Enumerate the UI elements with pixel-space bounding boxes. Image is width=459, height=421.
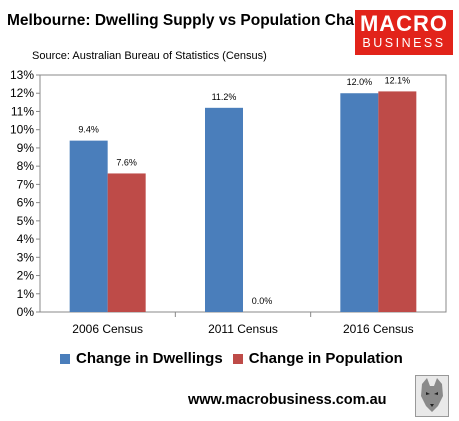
legend-label-population: Change in Population	[248, 350, 403, 367]
x-tick-label: 2016 Census	[343, 322, 414, 336]
data-label: 12.1%	[385, 75, 411, 85]
y-tick-label: 11%	[11, 104, 34, 118]
y-tick-label: 13%	[10, 68, 34, 82]
legend-swatch-population	[232, 353, 243, 364]
y-tick-label: 6%	[17, 196, 35, 210]
y-tick-label: 2%	[17, 269, 35, 283]
y-tick-label: 12%	[10, 86, 34, 100]
x-tick-label: 2011 Census	[208, 322, 278, 336]
y-tick-label: 3%	[17, 250, 35, 264]
wolf-icon	[415, 375, 449, 417]
y-tick-label: 1%	[17, 287, 35, 301]
bar-dwellings	[340, 93, 379, 312]
bar-chart: 0% 1% 2% 3% 4% 5% 6% 7% 8% 9% 10% 11% 12% 13% 2006 Cen…	[10, 68, 447, 336]
y-tick-label: 8%	[17, 159, 35, 173]
y-tick-label: 4%	[17, 232, 35, 246]
y-tick-label: 7%	[17, 177, 35, 191]
legend-item-population: Change in Population	[232, 350, 403, 367]
data-label: 7.6%	[116, 157, 137, 167]
bar-dwellings	[205, 107, 243, 312]
website-link[interactable]: www.macrobusiness.com.au	[188, 392, 387, 408]
y-tick-label: 0%	[17, 305, 35, 319]
legend-swatch-dwellings	[60, 353, 70, 364]
data-label: 11.2%	[212, 92, 237, 102]
y-tick-label: 5%	[17, 214, 35, 228]
data-label: 0.0%	[252, 296, 273, 306]
legend-label-dwellings: Change in Dwellings	[76, 350, 223, 367]
y-tick-label: 10%	[10, 123, 34, 137]
y-tick-label: 9%	[17, 141, 35, 155]
legend-item-dwellings: Change in Dwellings	[60, 350, 223, 367]
bar-population	[378, 91, 417, 313]
data-label: 12.0%	[347, 77, 373, 87]
logo-line2: BUSINESS	[362, 36, 446, 50]
bar-dwellings	[69, 140, 108, 312]
macrobusiness-logo[interactable]: MACRO BUSINESS	[355, 10, 453, 55]
chart-title: Melbourne: Dwelling Supply vs Population…	[7, 12, 382, 29]
logo-line1: MACRO	[359, 11, 449, 36]
bar-population	[107, 173, 146, 312]
x-tick-label: 2006 Census	[72, 322, 143, 336]
data-label: 9.4%	[78, 125, 99, 135]
chart-source: Source: Australian Bureau of Statistics …	[32, 50, 267, 62]
chart-legend: Change in Dwellings Change in Population	[60, 350, 413, 367]
